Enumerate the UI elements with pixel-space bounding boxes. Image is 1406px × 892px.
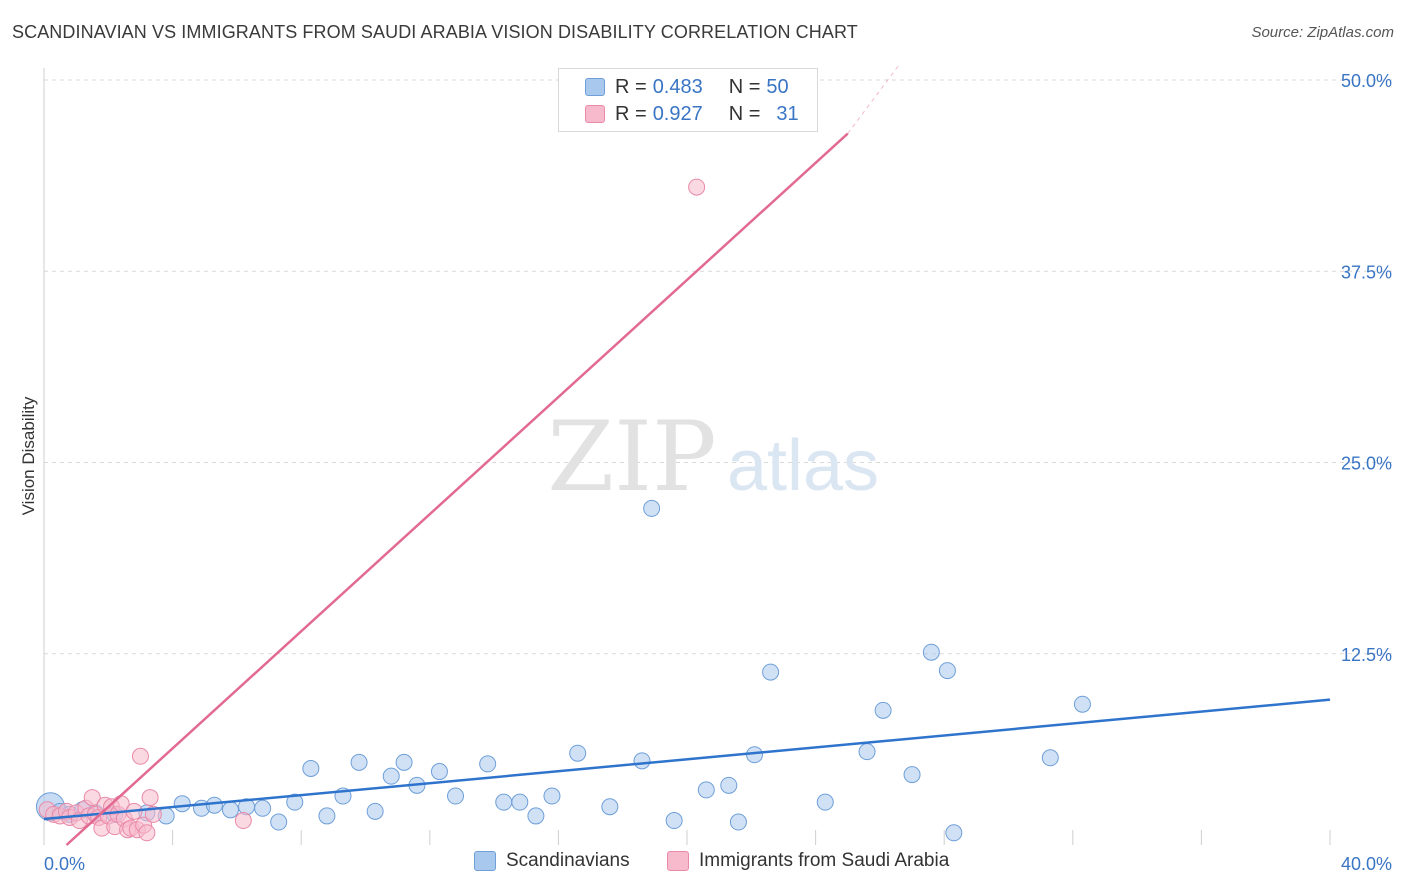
data-point (83, 789, 101, 807)
legend-n-value: 50 (766, 75, 789, 98)
legend-r-value: 0.927 (652, 102, 703, 125)
data-point (1073, 695, 1091, 713)
data-point (720, 776, 738, 794)
legend-row-scandinavians: R = 0.483 N = 50 (585, 75, 789, 99)
legend-n-label: N = (728, 102, 761, 125)
data-point (221, 801, 239, 819)
data-point (479, 755, 497, 773)
data-point (395, 753, 413, 771)
y-tick-label: 12.5% (1341, 645, 1392, 665)
data-point (495, 793, 513, 811)
data-point (922, 643, 940, 661)
saudi-arabia-trend-line (65, 132, 849, 846)
data-point (601, 798, 619, 816)
data-point (382, 767, 400, 785)
legend-r-value: 0.483 (652, 75, 703, 98)
data-point (729, 813, 747, 831)
data-point (543, 787, 561, 805)
bottom-legend-swatch-blue (474, 851, 496, 871)
data-point (366, 802, 384, 820)
legend-row-saudi-arabia: R = 0.927 N = 31 (585, 102, 799, 126)
data-point (318, 807, 336, 825)
data-point (138, 824, 156, 842)
data-point (527, 807, 545, 825)
legend-r-label: R = (615, 75, 647, 98)
watermark-zip: ZIP (547, 401, 716, 513)
x-axis-ticks (43, 830, 1331, 845)
data-point (762, 663, 780, 681)
data-point (205, 796, 223, 814)
data-point (430, 763, 448, 781)
data-point (903, 766, 921, 784)
data-point (131, 747, 149, 765)
data-point (665, 812, 683, 830)
legend-n-label: N = (728, 75, 761, 98)
data-point (688, 178, 706, 196)
x-tick-label: 40.0% (1341, 854, 1392, 874)
trend-lines (43, 64, 1331, 846)
data-point (350, 753, 368, 771)
data-point (270, 813, 288, 831)
data-point (1041, 749, 1059, 767)
stats-legend: R = 0.483 N = 50 R = 0.927 N = 31 (558, 68, 818, 132)
legend-n-value: 31 (776, 102, 799, 125)
grid-lines (44, 79, 1392, 655)
data-point (234, 812, 252, 830)
bottom-legend-saudi-arabia: Immigrants from Saudi Arabia (667, 850, 949, 872)
data-point (633, 752, 651, 770)
data-point (286, 793, 304, 811)
y-axis-label: Vision Disability (19, 396, 38, 515)
data-point (173, 795, 191, 813)
data-point (816, 793, 834, 811)
data-point (938, 662, 956, 680)
legend-swatch-pink (585, 105, 605, 123)
watermark-atlas: atlas (727, 426, 879, 506)
scandinavians-trend-line (43, 698, 1331, 821)
data-point (302, 760, 320, 777)
data-point (643, 499, 661, 517)
scandinavians-points (35, 499, 1091, 842)
data-point (697, 781, 715, 799)
bottom-legend-label-scandinavians: Scandinavians (506, 850, 630, 871)
data-point (874, 701, 892, 719)
data-point (511, 793, 529, 811)
data-point (141, 789, 159, 807)
saudi-arabia-trend-extension (847, 64, 900, 134)
bottom-legend-label-saudi-arabia: Immigrants from Saudi Arabia (699, 850, 950, 871)
y-tick-label: 50.0% (1341, 71, 1392, 91)
y-tick-labels: 12.5% 25.0% 37.5% 50.0% (1341, 71, 1392, 665)
x-tick-labels: 0.0% 40.0% (44, 854, 1392, 874)
source-label: Source: ZipAtlas.com (1251, 24, 1394, 41)
y-tick-label: 25.0% (1341, 454, 1392, 474)
data-point (447, 787, 465, 805)
bottom-legend-swatch-pink (667, 851, 689, 871)
x-tick-label: 0.0% (44, 854, 85, 874)
data-point (945, 824, 963, 842)
y-tick-label: 37.5% (1341, 262, 1392, 282)
chart-title: SCANDINAVIAN VS IMMIGRANTS FROM SAUDI AR… (12, 22, 858, 42)
data-point (254, 799, 272, 817)
data-point (569, 744, 587, 762)
legend-r-label: R = (615, 102, 647, 125)
data-point (858, 743, 876, 761)
legend-swatch-blue (585, 78, 605, 96)
bottom-legend-scandinavians: Scandinavians (474, 850, 630, 872)
bottom-legend: Scandinavians Immigrants from Saudi Arab… (0, 850, 1406, 878)
